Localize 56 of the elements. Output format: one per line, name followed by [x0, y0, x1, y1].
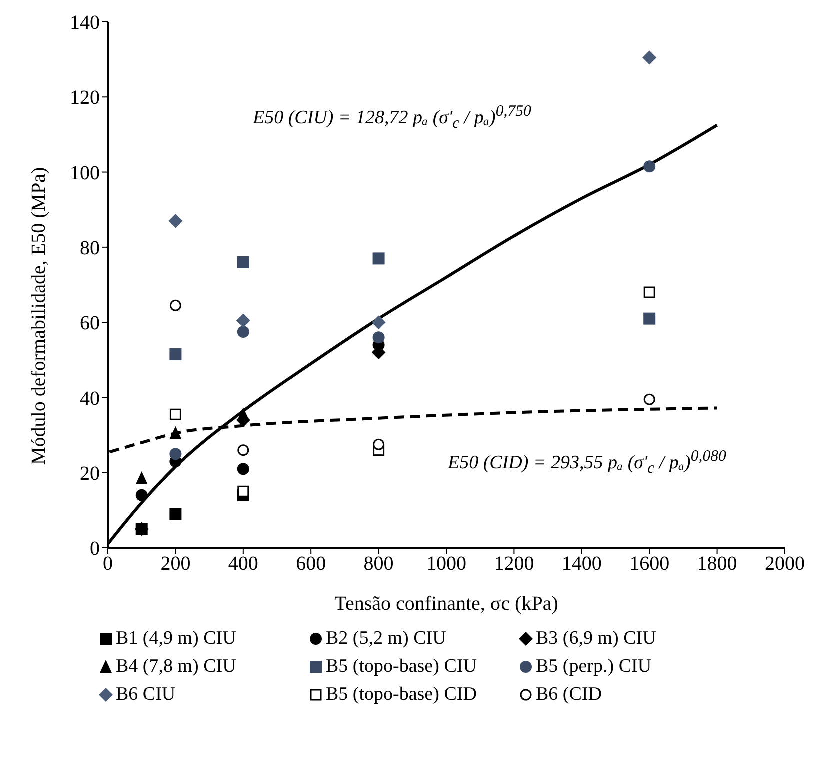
- point: [644, 160, 656, 173]
- point: [237, 463, 250, 476]
- y-tick-label: 100: [70, 162, 100, 184]
- legend-label: B4 (7,8 m) CIU: [116, 656, 236, 678]
- x-tick-label: 600: [296, 553, 326, 576]
- point: [373, 438, 385, 450]
- point: [170, 508, 182, 520]
- point: [372, 252, 385, 265]
- y-tick-label: 140: [70, 12, 100, 34]
- point: [237, 256, 250, 268]
- point: [237, 408, 250, 421]
- legend-label: B5 (topo-base) CID: [326, 684, 477, 706]
- y-tick-label: 120: [70, 87, 100, 110]
- y-tick-label: 0: [90, 538, 100, 560]
- point: [236, 314, 250, 328]
- x-tick-label: 400: [228, 553, 258, 576]
- x-tick-label: 1600: [630, 553, 670, 576]
- legend-label: B6 (CID: [536, 684, 602, 706]
- legend-label: B5 (perp.) CIU: [536, 656, 652, 678]
- point: [644, 286, 656, 298]
- point: [170, 426, 182, 440]
- x-tick-label: 2000: [765, 553, 805, 576]
- point: [170, 300, 182, 312]
- annotation: E50 (CID) = 293,55 pₐ (σ'$_{c}$ / pₐ)$^{0,080}$: [448, 448, 726, 478]
- point: [238, 486, 250, 498]
- point: [170, 408, 182, 420]
- x-tick-label: 200: [160, 553, 191, 576]
- annotation: E50 (CIU) = 128,72 pₐ (σ'$_{c}$ / pₐ)$^{0,750}$: [253, 103, 532, 134]
- y-tick-label: 60: [80, 312, 100, 335]
- point: [237, 326, 250, 338]
- legend-label: B1 (4,9 m) CIU: [116, 628, 236, 650]
- legend-label: B6 CIU: [116, 684, 176, 706]
- x-tick-label: 1800: [697, 553, 738, 576]
- legend-label: B3 (6,9 m) CIU: [536, 628, 656, 650]
- point: [372, 332, 385, 344]
- y-axis-title: Módulo deformabilidade, E50 (MPa): [28, 167, 50, 465]
- y-tick-label: 20: [80, 462, 100, 485]
- point: [642, 50, 657, 65]
- y-tick-label: 80: [80, 238, 100, 260]
- point: [136, 471, 148, 484]
- point: [170, 348, 182, 361]
- x-tick-label: 800: [364, 553, 394, 576]
- point: [168, 214, 183, 228]
- legend-label: B2 (5,2 m) CIU: [326, 628, 446, 650]
- point: [238, 444, 250, 456]
- point: [644, 394, 656, 406]
- legend-label: B5 (topo-base) CIU: [326, 656, 477, 678]
- point: [170, 448, 182, 460]
- point: [372, 316, 386, 330]
- point: [644, 312, 656, 325]
- point: [136, 489, 148, 502]
- x-tick-label: 1400: [562, 553, 602, 576]
- x-tick-label: 1200: [494, 553, 534, 576]
- x-axis-title: Tensão confinante, σc (kPa): [334, 593, 558, 615]
- y-tick-label: 40: [80, 388, 100, 410]
- x-tick-label: 1000: [426, 553, 466, 576]
